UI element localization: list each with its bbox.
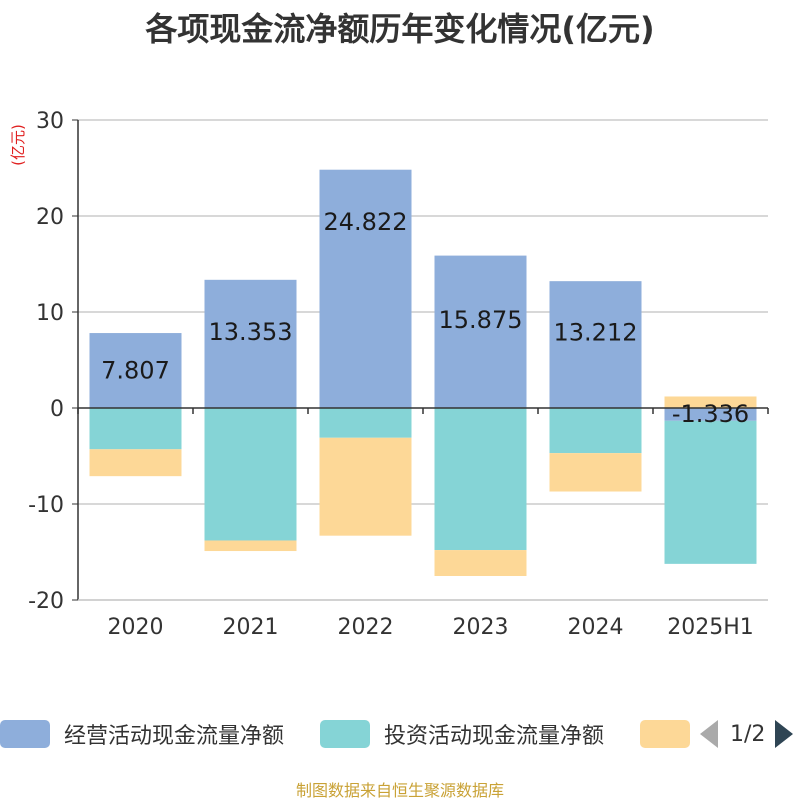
legend-page-number: 1/2 — [730, 721, 766, 747]
bar-2025H1-series-0[interactable] — [664, 408, 757, 421]
data-label-2020: 7.807 — [101, 357, 170, 385]
bar-2023-series-0[interactable] — [434, 255, 527, 408]
bar-2021-series-0[interactable] — [204, 279, 297, 408]
y-tick-label: 20 — [36, 205, 64, 230]
x-tick-label: 2020 — [108, 615, 164, 640]
axes: 30 20 10 0 -10 -20 (亿元) 2020 2021 2022 2023 2024 202… — [9, 109, 769, 640]
legend-swatch-investing — [320, 720, 370, 748]
x-tick-label: 2023 — [453, 615, 509, 640]
bar-2022-series-0[interactable] — [319, 169, 412, 408]
data-label-2021: 13.353 — [209, 318, 293, 346]
y-tick-label: 0 — [50, 397, 64, 422]
data-label-2022: 24.822 — [324, 208, 408, 236]
bar-2020-series-2[interactable] — [89, 449, 182, 477]
bar-2020-series-0[interactable] — [89, 333, 182, 408]
bar-2025H1-series-2[interactable] — [664, 396, 757, 408]
y-tick-label: 30 — [36, 109, 64, 134]
legend-prev-icon[interactable] — [700, 720, 718, 748]
legend-item-investing[interactable]: 投资活动现金流量净额 — [320, 714, 604, 754]
data-label-2025H1: -1.336 — [672, 400, 749, 428]
legend-item-operating[interactable]: 经营活动现金流量净额 — [0, 714, 284, 754]
bar-2023-series-2[interactable] — [434, 550, 527, 576]
bar-2024-series-1[interactable] — [549, 408, 642, 454]
x-tick-label: 2025H1 — [667, 615, 754, 640]
data-label-2023: 15.875 — [439, 306, 523, 334]
x-tick-label: 2021 — [223, 615, 279, 640]
bar-2024-series-0[interactable] — [549, 281, 642, 408]
legend-item-third[interactable] — [640, 714, 690, 754]
bar-2023-series-1[interactable] — [434, 408, 527, 551]
bars — [89, 169, 757, 576]
data-label-2024: 13.212 — [554, 319, 638, 347]
legend: 经营活动现金流量净额 投资活动现金流量净额 1/2 — [0, 714, 800, 758]
y-tick-label: -10 — [28, 493, 64, 518]
legend-label-investing: 投资活动现金流量净额 — [384, 724, 605, 749]
y-axis-label: (亿元) — [9, 124, 27, 166]
y-tick-label: -20 — [28, 589, 64, 614]
bar-2025H1-series-1[interactable] — [664, 420, 757, 564]
bar-2021-series-1[interactable] — [204, 408, 297, 541]
legend-pager: 1/2 — [700, 714, 800, 754]
legend-swatch-third — [640, 720, 690, 748]
bar-2020-series-1[interactable] — [89, 408, 182, 450]
legend-label-operating: 经营活动现金流量净额 — [64, 724, 285, 749]
x-tick-label: 2024 — [568, 615, 624, 640]
bar-2024-series-2[interactable] — [549, 453, 642, 492]
legend-swatch-operating — [0, 720, 50, 748]
gridlines — [78, 119, 768, 601]
stacked-bar-chart: 30 20 10 0 -10 -20 (亿元) 2020 2021 2022 2023 2024 202… — [9, 109, 769, 640]
x-tick-label: 2022 — [338, 615, 394, 640]
legend-next-icon[interactable] — [775, 720, 794, 748]
data-labels: 7.807 13.353 24.822 15.875 13.212 -1.336 — [101, 208, 749, 428]
bar-2022-series-2[interactable] — [319, 437, 412, 536]
y-tick-label: 10 — [36, 301, 64, 326]
source-note: 制图数据来自恒生聚源数据库 — [295, 781, 504, 800]
bar-2022-series-1[interactable] — [319, 408, 412, 438]
bar-2021-series-2[interactable] — [204, 540, 297, 552]
chart-title: 各项现金流净额历年变化情况(亿元) — [145, 10, 655, 48]
